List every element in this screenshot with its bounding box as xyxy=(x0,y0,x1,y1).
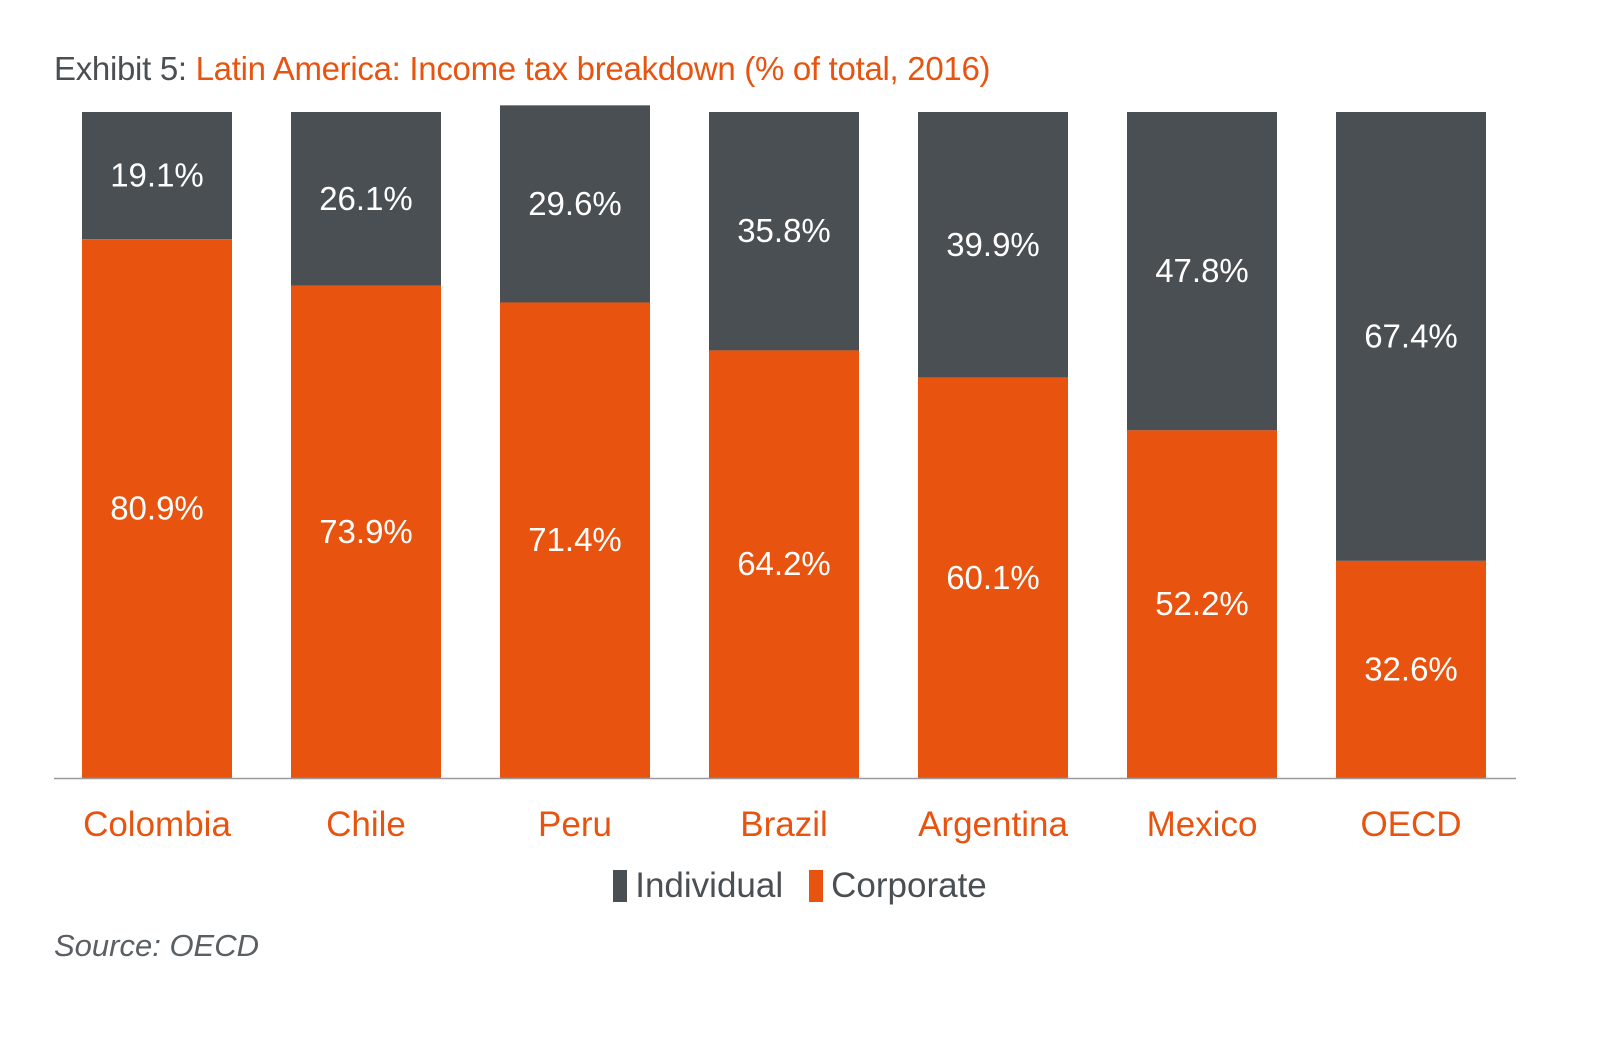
legend-swatch-corporate xyxy=(809,870,824,902)
legend-swatch-individual xyxy=(613,870,628,902)
bar-individual-chile xyxy=(291,112,441,286)
bar-individual-oecd xyxy=(1336,112,1486,561)
category-label-peru: Peru xyxy=(538,805,612,844)
data-label-individual-mexico: 47.8% xyxy=(1155,252,1249,289)
category-label-argentina: Argentina xyxy=(918,805,1068,844)
data-label-corporate-oecd: 32.6% xyxy=(1364,650,1458,687)
title-prefix: Exhibit 5: xyxy=(54,50,187,87)
category-label-oecd: OECD xyxy=(1360,805,1461,844)
data-label-corporate-chile: 73.9% xyxy=(319,513,413,550)
title-main: Latin America: Income tax breakdown (% o… xyxy=(195,50,991,87)
data-label-individual-chile: 26.1% xyxy=(319,180,413,217)
data-label-individual-peru: 29.6% xyxy=(528,185,622,222)
legend-label-corporate: Corporate xyxy=(831,866,987,905)
legend-label-individual: Individual xyxy=(635,866,784,905)
chart-title: Exhibit 5: Latin America: Income tax bre… xyxy=(54,50,990,88)
bar-individual-brazil xyxy=(709,112,859,351)
data-label-corporate-peru: 71.4% xyxy=(528,521,622,558)
data-label-individual-argentina: 39.9% xyxy=(946,226,1040,263)
data-label-individual-brazil: 35.8% xyxy=(737,212,831,249)
source-note: Source: OECD xyxy=(54,928,260,963)
bar-individual-peru xyxy=(500,105,650,303)
data-label-corporate-brazil: 64.2% xyxy=(737,545,831,582)
chart-legend: Individual Corporate xyxy=(0,866,1600,906)
data-label-corporate-mexico: 52.2% xyxy=(1155,585,1249,622)
legend-item-corporate: Corporate xyxy=(809,866,987,906)
bar-corporate-colombia xyxy=(82,239,232,778)
bar-corporate-argentina xyxy=(918,377,1068,778)
legend-item-individual: Individual xyxy=(613,866,783,906)
bar-corporate-chile xyxy=(291,285,441,778)
category-label-colombia: Colombia xyxy=(83,805,231,844)
bar-corporate-mexico xyxy=(1127,430,1277,778)
bar-corporate-peru xyxy=(500,302,650,778)
bar-individual-mexico xyxy=(1127,112,1277,431)
bar-corporate-brazil xyxy=(709,350,859,778)
data-label-corporate-colombia: 80.9% xyxy=(110,490,204,527)
data-label-individual-colombia: 19.1% xyxy=(110,157,204,194)
data-label-individual-oecd: 67.4% xyxy=(1364,317,1458,354)
bar-individual-argentina xyxy=(918,112,1068,378)
data-label-corporate-argentina: 60.1% xyxy=(946,559,1040,596)
category-label-mexico: Mexico xyxy=(1147,805,1258,844)
category-label-chile: Chile xyxy=(326,805,406,844)
bar-individual-colombia xyxy=(82,112,232,240)
category-label-brazil: Brazil xyxy=(740,805,828,844)
bar-corporate-oecd xyxy=(1336,560,1486,778)
